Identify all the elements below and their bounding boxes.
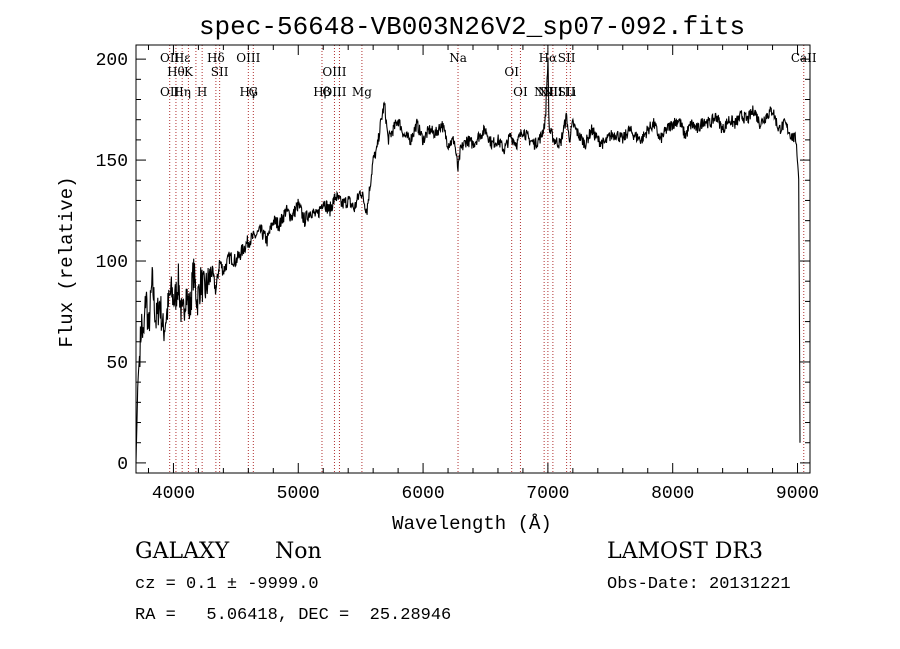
- spectral-line-label: OIII: [236, 51, 260, 65]
- obs-date: Obs-Date: 20131221: [607, 575, 791, 594]
- object-subclass: Non: [275, 539, 322, 564]
- spectral-line-label: CaII: [791, 51, 817, 65]
- spectral-line-label: OI: [513, 85, 528, 99]
- spectral-line-label: Hε: [174, 51, 191, 65]
- spectral-line-label: SII: [558, 85, 576, 99]
- x-tick-label: 4000: [152, 484, 195, 504]
- spectral-line-label: Li: [564, 85, 576, 99]
- y-tick-label: 200: [96, 51, 128, 71]
- x-tick-label: 6000: [401, 484, 444, 504]
- object-class: GALAXY: [135, 539, 230, 564]
- spectral-line-label: Hβ: [313, 85, 330, 99]
- spectrum-series-line: [135, 57, 801, 463]
- spectral-line-label: SII: [558, 51, 576, 65]
- spectral-line-label: SII: [211, 65, 229, 79]
- spectral-line-label: Hδ: [207, 51, 225, 65]
- coordinates: RA = 5.06418, DEC = 25.28946: [135, 606, 451, 625]
- spectral-line-label: NII: [534, 85, 554, 99]
- y-axis-label: Flux (relative): [56, 176, 78, 347]
- chart-title: spec-56648-VB003N26V2_sp07-092.fits: [199, 12, 745, 42]
- y-axis-ticks: 0 50 100 150 200: [96, 51, 810, 475]
- spectral-line-label: K: [184, 65, 194, 79]
- spectral-line-label: OII: [160, 51, 180, 65]
- spectral-line-label: Na: [449, 51, 467, 65]
- y-tick-label: 100: [96, 253, 128, 273]
- x-axis-label: Wavelength (Å): [392, 513, 552, 535]
- redshift-info: cz = 0.1 ± -9999.0: [135, 575, 319, 594]
- x-tick-label: 5000: [277, 484, 320, 504]
- x-tick-label: 8000: [651, 484, 694, 504]
- spectral-line-label: Hθ: [167, 65, 185, 79]
- x-tick-label: 7000: [526, 484, 569, 504]
- y-tick-label: 150: [96, 152, 128, 172]
- y-tick-label: 50: [106, 354, 128, 374]
- y-tick-label: 0: [117, 455, 128, 475]
- x-axis-ticks: 4000 5000 6000 7000 8000 9000: [147, 45, 819, 504]
- spectral-line-label: H: [197, 85, 207, 99]
- spectral-line-label: Mg: [352, 85, 372, 99]
- spectral-line-label: OII: [160, 85, 180, 99]
- spectral-line-label: OIII: [322, 85, 346, 99]
- spectral-line-markers: [169, 45, 805, 473]
- spectral-line-label: G: [249, 85, 259, 99]
- spectral-line-label: OIII: [322, 65, 346, 79]
- x-tick-label: 9000: [776, 484, 819, 504]
- survey-name: LAMOST DR3: [607, 539, 763, 564]
- spectral-line-label: OI: [504, 65, 519, 79]
- spectral-line-label: Hγ: [240, 85, 258, 99]
- spectral-line-label: Hη: [173, 85, 191, 99]
